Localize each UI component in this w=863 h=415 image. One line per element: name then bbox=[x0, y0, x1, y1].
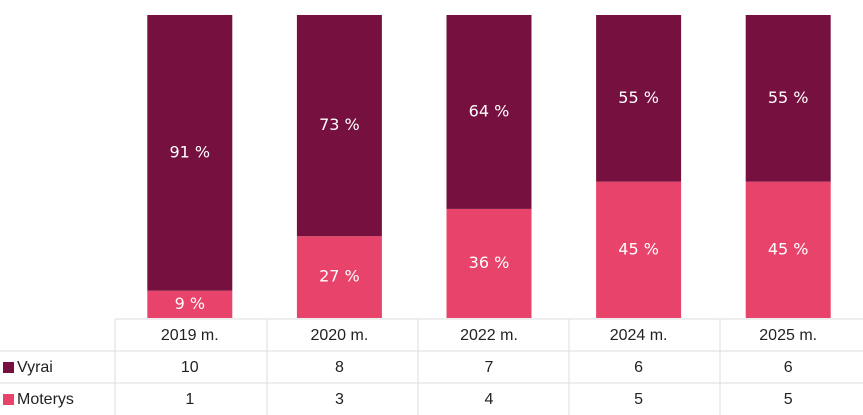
table-cell: 4 bbox=[485, 391, 494, 408]
table-cell: 6 bbox=[634, 359, 643, 376]
row-label: Vyrai bbox=[17, 359, 53, 376]
table-cell: 5 bbox=[784, 391, 793, 408]
table-cell: 5 bbox=[634, 391, 643, 408]
table-cell: 3 bbox=[335, 391, 344, 408]
bar-segment bbox=[745, 15, 831, 182]
bar-segment bbox=[296, 15, 382, 237]
bar-segment bbox=[296, 236, 382, 318]
data-label: 91 % bbox=[169, 142, 210, 161]
data-label: 55 % bbox=[768, 88, 809, 107]
data-label: 27 % bbox=[319, 267, 360, 286]
category-label: 2024 m. bbox=[610, 327, 668, 344]
bar-segment bbox=[147, 15, 233, 291]
bar-segment bbox=[446, 208, 532, 318]
data-label: 55 % bbox=[618, 88, 659, 107]
bar-segment bbox=[446, 15, 532, 209]
row-label: Moterys bbox=[17, 391, 74, 408]
bar-segment bbox=[147, 290, 233, 318]
category-label: 2022 m. bbox=[460, 327, 518, 344]
data-label: 45 % bbox=[768, 239, 809, 258]
category-label: 2025 m. bbox=[759, 327, 817, 344]
category-label: 2019 m. bbox=[161, 327, 219, 344]
legend-swatch bbox=[3, 394, 14, 405]
table-cell: 8 bbox=[335, 359, 344, 376]
table-cell: 6 bbox=[784, 359, 793, 376]
data-label: 45 % bbox=[618, 239, 659, 258]
data-label: 36 % bbox=[469, 253, 510, 272]
data-label: 64 % bbox=[469, 101, 510, 120]
bar-segment bbox=[596, 181, 682, 318]
bar-segment bbox=[745, 181, 831, 318]
category-label: 2020 m. bbox=[310, 327, 368, 344]
data-label: 73 % bbox=[319, 115, 360, 134]
table-cell: 1 bbox=[185, 391, 194, 408]
table-grid bbox=[0, 318, 863, 415]
data-label: 9 % bbox=[175, 294, 205, 313]
table-cell: 7 bbox=[485, 359, 494, 376]
legend-swatch bbox=[3, 362, 14, 373]
table-cell: 10 bbox=[181, 359, 199, 376]
bar-segment bbox=[596, 15, 682, 182]
